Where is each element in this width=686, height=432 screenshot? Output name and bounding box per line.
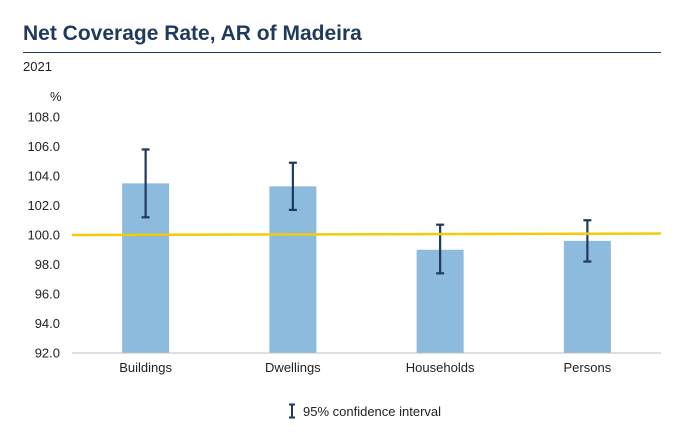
x-category-label: Households: [406, 360, 475, 375]
x-category-label: Buildings: [119, 360, 172, 375]
y-tick-label: 106.0: [27, 139, 60, 154]
title-divider: [23, 52, 661, 53]
reference-line: [71, 232, 662, 237]
y-tick-label: 98.0: [35, 257, 60, 272]
bar-chart: % 92.0 94.0 96.0 98.0 100.0 102.0 104.0 106.0 10…: [27, 89, 662, 375]
chart-subtitle: 2021: [23, 59, 52, 74]
x-category-label: Persons: [564, 360, 612, 375]
error-bar: [288, 161, 297, 212]
error-bar-icon: [289, 403, 295, 419]
error-bar: [583, 219, 592, 263]
error-bars: [141, 148, 592, 275]
bar: [269, 186, 317, 353]
bars: [122, 183, 611, 353]
x-category-label: Dwellings: [265, 360, 321, 375]
error-bar: [141, 148, 150, 219]
y-tick-label: 94.0: [35, 316, 60, 331]
legend: 95% confidence interval: [287, 403, 441, 419]
chart-title: Net Coverage Rate, AR of Madeira: [23, 22, 362, 45]
legend-label: 95% confidence interval: [303, 403, 442, 419]
y-tick-label: 92.0: [35, 346, 60, 361]
x-axis-labels: Buildings Dwellings Households Persons: [119, 360, 611, 375]
y-tick-label: 96.0: [35, 287, 60, 302]
y-axis-ticks: 92.0 94.0 96.0 98.0 100.0 102.0 104.0 106.0 108.…: [27, 110, 60, 361]
y-tick-label: 108.0: [27, 110, 60, 125]
y-tick-label: 100.0: [27, 228, 60, 243]
y-tick-label: 104.0: [27, 169, 60, 184]
error-bar: [436, 223, 445, 275]
y-tick-label: 102.0: [27, 198, 60, 213]
y-axis-label: %: [50, 89, 62, 104]
